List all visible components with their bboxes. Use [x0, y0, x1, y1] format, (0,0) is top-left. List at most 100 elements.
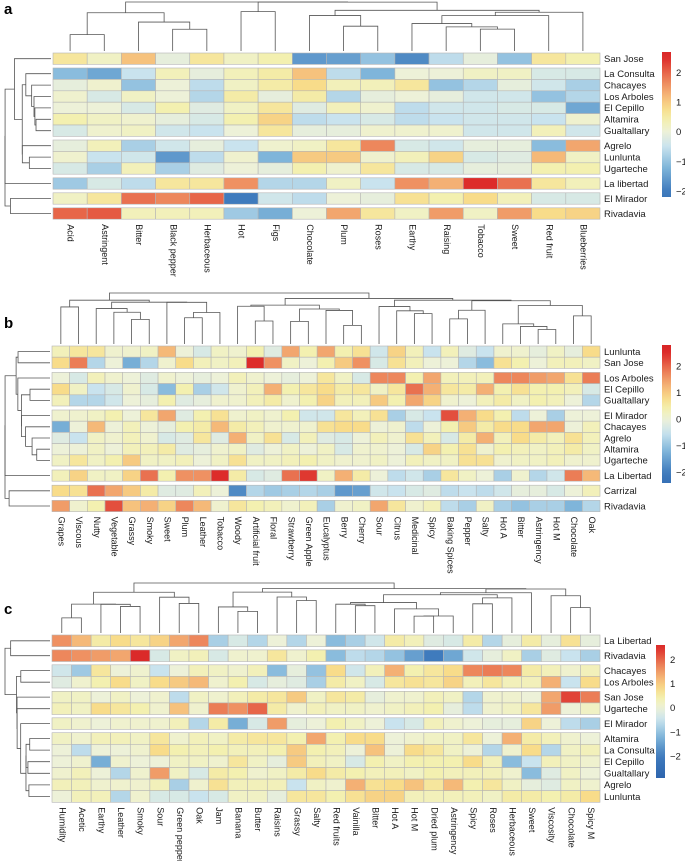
heatmap-cell	[497, 101, 532, 114]
heatmap-cell	[281, 356, 300, 369]
heatmap-cell	[440, 469, 459, 482]
heatmap-cell	[292, 151, 327, 164]
column-label: Bitter	[134, 224, 144, 245]
dendrogram-branch	[8, 490, 50, 507]
heatmap-cell	[52, 101, 88, 114]
heatmap-cell	[266, 664, 288, 677]
heatmap-cell	[155, 52, 191, 65]
heatmap-cell	[462, 177, 498, 190]
heatmap-cell	[246, 345, 265, 358]
column-label: Earthy	[408, 224, 418, 251]
heatmap-cell	[86, 192, 122, 205]
heatmap-cell	[405, 484, 424, 497]
row-label: Gualtallary	[604, 396, 650, 407]
dendrogram-branch	[299, 308, 340, 322]
heatmap-cell	[497, 79, 532, 92]
heatmap-cell	[247, 664, 268, 677]
heatmap-cell	[121, 67, 156, 80]
heatmap-cell	[316, 484, 336, 497]
heatmap-cell	[175, 454, 194, 467]
heatmap-cell	[193, 420, 212, 433]
column-label: Chocolate	[566, 807, 576, 848]
heatmap-cell	[188, 702, 209, 715]
heatmap-cell	[384, 790, 405, 803]
heatmap-cell	[155, 101, 191, 114]
heatmap-cell	[403, 790, 425, 803]
dendrogram-branch	[21, 84, 26, 155]
heatmap-cell	[475, 356, 495, 369]
heatmap-cell	[521, 732, 542, 745]
heatmap-cell	[227, 717, 249, 730]
heatmap-cell	[364, 649, 386, 662]
heatmap-cell	[227, 755, 249, 768]
heatmap-cell	[369, 372, 389, 384]
column-label: Citrus	[392, 517, 402, 541]
heatmap-cell	[110, 743, 131, 757]
dendrogram-branch	[10, 640, 50, 657]
heatmap-cell	[90, 755, 112, 768]
column-label: Dried plum	[429, 807, 439, 851]
heatmap-cell	[564, 420, 583, 433]
dendrogram-branch	[61, 617, 82, 633]
column-label: Vegetable	[109, 517, 119, 557]
heatmap-cell	[51, 345, 70, 358]
heatmap-cell	[528, 409, 548, 422]
heatmap-cell	[306, 717, 327, 730]
heatmap-cell	[292, 52, 327, 65]
heatmap-cell	[582, 469, 601, 482]
heatmap-cell	[247, 634, 268, 647]
heatmap-cell	[90, 778, 112, 791]
heatmap-cell	[462, 101, 498, 114]
dendrogram-branch	[71, 603, 117, 618]
heatmap-cell	[521, 755, 542, 768]
dendrogram-branch	[4, 425, 10, 499]
row-label: La Libertad	[604, 636, 652, 647]
column-label: Herbaceous	[202, 224, 212, 273]
heatmap-cell	[104, 383, 124, 396]
heatmap-cell	[266, 676, 288, 689]
heatmap-cell	[140, 454, 159, 467]
colorbar-tick-label: 0	[676, 127, 681, 138]
heatmap-cell	[87, 420, 106, 433]
heatmap-cell	[228, 383, 247, 396]
heatmap-cell	[129, 676, 151, 689]
heatmap-cell	[369, 484, 389, 497]
heatmap-cell	[462, 690, 483, 704]
heatmap-cell	[69, 345, 88, 358]
heatmap-cell	[405, 356, 424, 369]
heatmap-cell	[210, 420, 230, 433]
heatmap-cell	[422, 420, 442, 433]
heatmap-cell	[246, 356, 265, 369]
heatmap-cell	[122, 383, 141, 396]
dendrogram-branch	[120, 606, 141, 633]
heatmap-cell	[443, 732, 464, 745]
heatmap-cell	[531, 192, 567, 205]
heatmap-cell	[286, 778, 307, 791]
heatmap-cell	[540, 755, 562, 768]
heatmap-cell	[443, 676, 464, 689]
heatmap-cell	[360, 113, 396, 126]
heatmap-cell	[403, 778, 425, 791]
heatmap-cell	[286, 664, 307, 677]
heatmap-cell	[52, 162, 88, 175]
heatmap-cell	[227, 702, 249, 715]
heatmap-cell	[193, 484, 212, 497]
dendrogram-branch	[517, 305, 583, 324]
heatmap-cell	[540, 702, 562, 715]
heatmap-cell	[334, 372, 353, 384]
heatmap-cell	[306, 676, 327, 689]
heatmap-cell	[580, 676, 601, 689]
heatmap-cell	[149, 767, 170, 780]
heatmap-cell	[360, 124, 396, 137]
heatmap-cell	[326, 139, 361, 152]
heatmap-cell	[560, 743, 581, 757]
heatmap-cell	[475, 443, 495, 456]
heatmap-cell	[257, 90, 293, 103]
heatmap-cell	[227, 690, 249, 704]
heatmap-cell	[87, 356, 106, 369]
heatmap-cell	[531, 207, 567, 220]
column-label: Bitter	[371, 807, 381, 828]
heatmap-cell	[475, 409, 495, 422]
heatmap-cell	[227, 743, 249, 757]
heatmap-cell	[51, 394, 70, 407]
